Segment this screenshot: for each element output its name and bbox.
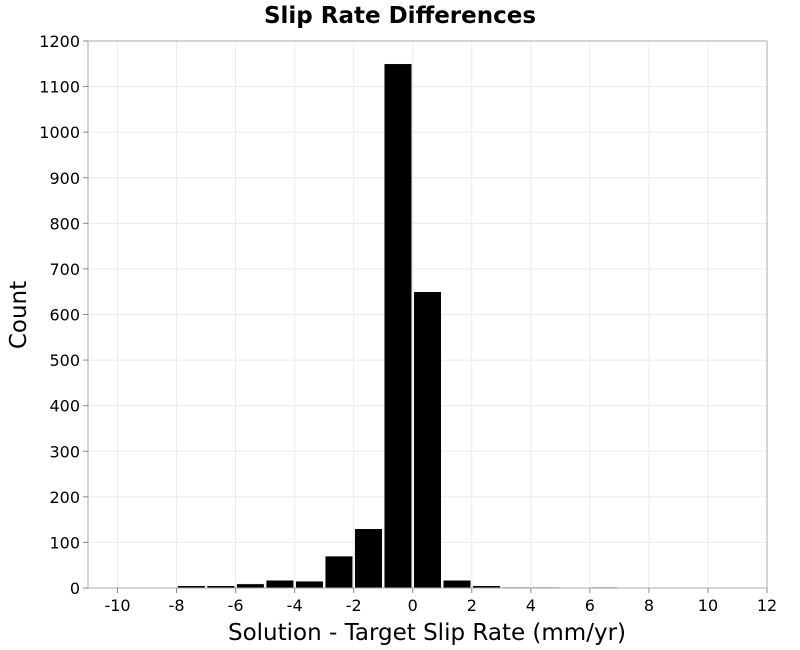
y-tick-label: 0 (70, 579, 80, 598)
histogram-bar (413, 291, 442, 589)
bars (118, 63, 619, 589)
histogram-bar (236, 583, 265, 589)
y-axis-label: Count (6, 281, 32, 349)
x-tick-label: 10 (698, 596, 718, 615)
x-tick-label: -8 (169, 596, 185, 615)
x-tick-label: 8 (644, 596, 654, 615)
y-tick-label: 600 (49, 306, 80, 325)
x-tick-label: 12 (757, 596, 777, 615)
x-tick-label: 2 (467, 596, 477, 615)
y-tick-label: 800 (49, 214, 80, 233)
axis-ticks: -10 -8 -6 -4 -2 0 2 4 6 8 10 12 0 100 200 300 400 500 600 7… (39, 32, 777, 615)
histogram-bar (324, 555, 353, 589)
y-tick-label: 300 (49, 442, 80, 461)
x-axis-label: Solution - Target Slip Rate (mm/yr) (228, 620, 626, 646)
chart-title: Slip Rate Differences (264, 3, 536, 29)
y-tick-label: 1000 (39, 123, 80, 142)
x-tick-label: -4 (287, 596, 303, 615)
y-tick-label: 700 (49, 260, 80, 279)
y-tick-label: 500 (49, 351, 80, 370)
histogram-bar (265, 580, 294, 589)
histogram-bar (443, 580, 472, 589)
x-tick-label: -6 (228, 596, 244, 615)
x-tick-label: 4 (526, 596, 536, 615)
histogram-bar (295, 580, 324, 589)
histogram-bar (354, 528, 383, 589)
y-tick-label: 1200 (39, 32, 80, 51)
x-tick-label: 0 (408, 596, 418, 615)
y-tick-label: 100 (49, 533, 80, 552)
x-tick-label: 6 (585, 596, 595, 615)
y-tick-label: 1100 (39, 78, 80, 97)
x-tick-label: -2 (346, 596, 362, 615)
histogram-bar (383, 63, 412, 589)
y-tick-label: 400 (49, 397, 80, 416)
x-tick-label: -10 (104, 596, 130, 615)
y-tick-label: 900 (49, 169, 80, 188)
y-tick-label: 200 (49, 488, 80, 507)
